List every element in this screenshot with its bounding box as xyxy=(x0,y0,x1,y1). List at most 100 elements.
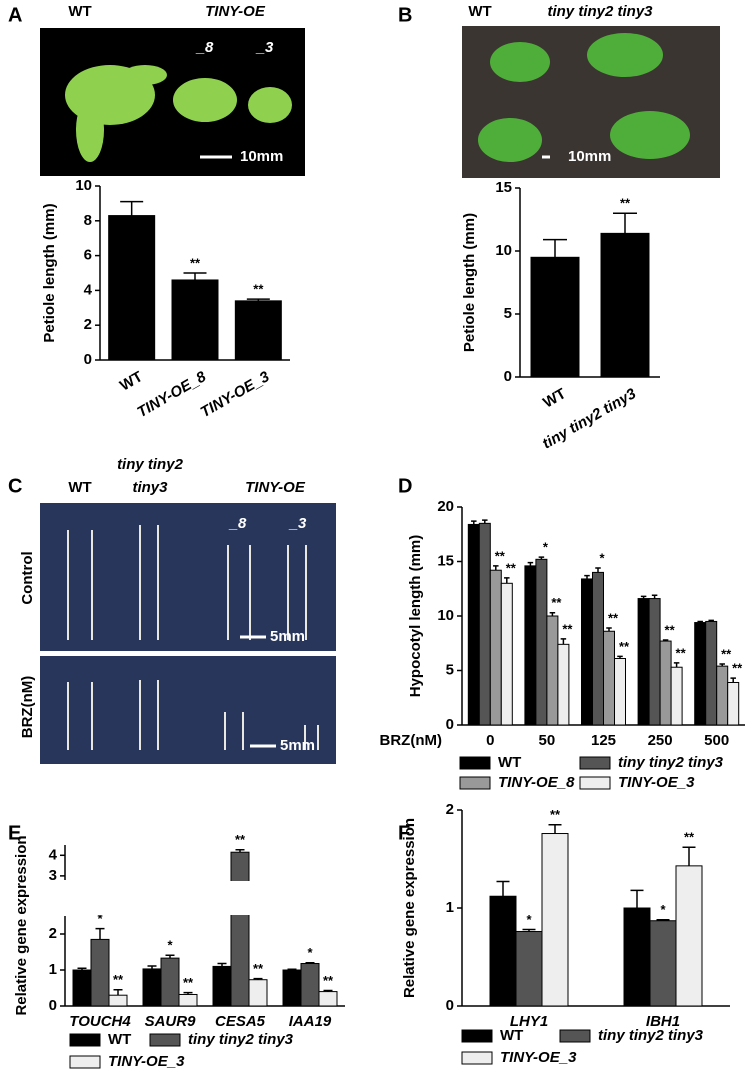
bar xyxy=(541,833,569,1007)
error-bar xyxy=(235,848,245,853)
y-tick-label: 2 xyxy=(84,316,92,333)
y-tick-label: 1 xyxy=(49,961,57,978)
error-bar xyxy=(165,954,175,959)
bar xyxy=(478,522,491,726)
bar xyxy=(282,969,302,1007)
bar xyxy=(524,565,537,726)
axis-break xyxy=(62,881,345,915)
scale-label: 5mm xyxy=(280,737,315,754)
bar xyxy=(515,931,543,1007)
significance-label: * xyxy=(543,540,549,555)
legend-swatch xyxy=(459,776,491,790)
x-tick-label: CESA5 xyxy=(215,1013,266,1030)
bar xyxy=(234,300,282,361)
bar xyxy=(648,598,661,726)
legend-swatch xyxy=(559,1029,591,1043)
x-tick-label: 250 xyxy=(648,732,673,749)
error-bar xyxy=(549,611,556,616)
error-bar xyxy=(606,627,612,632)
plant-drawing xyxy=(65,65,292,162)
bar xyxy=(659,640,672,726)
y-tick-label: 0 xyxy=(84,351,92,368)
bar xyxy=(530,256,580,378)
significance-label: ** xyxy=(183,975,194,990)
bar xyxy=(90,938,110,1007)
legend-label: TINY-OE_3 xyxy=(500,1049,577,1066)
x-tick-label: 0 xyxy=(486,732,494,749)
bar xyxy=(535,558,548,726)
legend-label: WT xyxy=(108,1031,131,1048)
y-tick-label: 10 xyxy=(495,242,512,259)
error-bar xyxy=(522,928,536,932)
x-tick-label: WT xyxy=(117,368,146,394)
legend-swatch xyxy=(459,756,491,770)
legend-label: TINY-OE_3 xyxy=(618,774,695,791)
error-bar xyxy=(253,977,263,980)
bar xyxy=(694,622,707,726)
x-tick-label: WT xyxy=(540,385,569,411)
y-axis-label: Petiole length (mm) xyxy=(461,213,478,352)
significance-label: ** xyxy=(551,595,562,610)
error-bar xyxy=(656,919,670,921)
y-axis-label: Petiole length (mm) xyxy=(41,203,58,342)
legend-swatch xyxy=(69,1055,101,1069)
y-tick-label: 0 xyxy=(504,368,512,385)
legend-label: tiny tiny2 tiny3 xyxy=(618,754,724,771)
x-tick-label: SAUR9 xyxy=(145,1013,197,1030)
error-bar xyxy=(496,880,510,897)
photo-label: tiny3 xyxy=(132,479,168,496)
y-tick-label: 4 xyxy=(84,281,93,298)
seedling-drawing xyxy=(67,525,319,750)
significance-label: ** xyxy=(253,282,264,297)
y-tick-label: 0 xyxy=(49,997,57,1014)
significance-label: ** xyxy=(608,610,619,625)
bar xyxy=(603,630,615,726)
error-bar xyxy=(527,561,534,566)
bar xyxy=(108,215,156,361)
error-bar xyxy=(719,663,725,667)
bar xyxy=(171,279,219,361)
bar xyxy=(649,920,677,1007)
y-tick-label: 20 xyxy=(437,498,454,515)
bar xyxy=(500,582,513,726)
bar xyxy=(248,979,268,1007)
error-bar xyxy=(147,965,157,969)
significance-label: ** xyxy=(550,807,561,822)
significance-label: * xyxy=(599,550,605,565)
y-tick-label: 15 xyxy=(495,179,512,196)
photo xyxy=(40,503,336,651)
error-bar xyxy=(246,298,270,301)
y-axis-label: Relative gene expression xyxy=(401,818,418,998)
x-axis-label: BRZ(nM) xyxy=(380,732,442,749)
y-tick-label: 0 xyxy=(446,716,454,733)
x-tick-label: TOUCH4 xyxy=(69,1013,131,1030)
significance-label: ** xyxy=(620,196,631,211)
legend-swatch xyxy=(461,1029,493,1043)
bar xyxy=(318,991,338,1007)
bar xyxy=(600,232,650,378)
bar xyxy=(178,993,198,1007)
y-tick-label: 15 xyxy=(437,552,454,569)
x-tick-label: 500 xyxy=(704,732,729,749)
bar xyxy=(467,523,480,726)
significance-label: ** xyxy=(721,646,732,661)
y-tick-label: 5 xyxy=(446,661,454,678)
error-bar xyxy=(471,520,477,525)
error-bar xyxy=(682,846,696,866)
y-tick-label: 6 xyxy=(84,247,92,264)
scale-label: 10mm xyxy=(568,148,611,165)
significance-label: * xyxy=(660,902,666,917)
y-tick-label: 3 xyxy=(49,867,57,884)
legend-label: TINY-OE_3 xyxy=(108,1053,185,1070)
x-tick-label: IAA19 xyxy=(289,1013,332,1030)
bar xyxy=(716,665,729,726)
bar xyxy=(670,666,683,726)
bar xyxy=(705,620,718,726)
error-bar xyxy=(493,565,499,571)
error-bar xyxy=(183,272,207,280)
error-bar xyxy=(697,620,703,623)
photo-label: _8 xyxy=(229,515,247,532)
plant-drawing xyxy=(478,33,690,162)
photo-label: WT xyxy=(68,3,91,20)
